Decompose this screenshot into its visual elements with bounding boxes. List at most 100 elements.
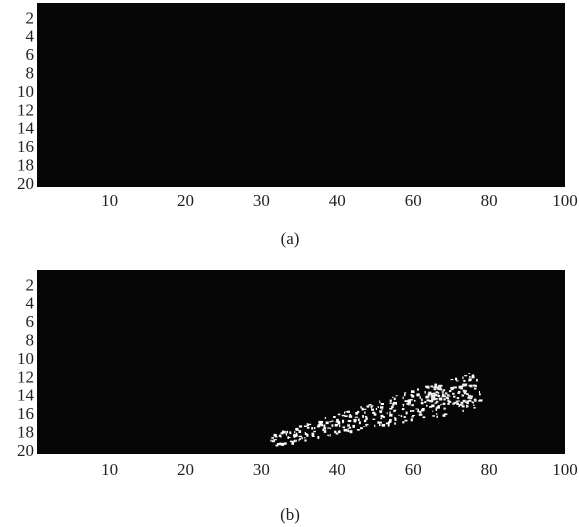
y-tick-label: 2 xyxy=(26,275,35,294)
speckle xyxy=(463,390,466,392)
speckle xyxy=(472,402,474,403)
speckle xyxy=(453,396,456,398)
speckle xyxy=(380,418,382,419)
speckle xyxy=(372,412,375,414)
speckle xyxy=(424,401,426,403)
speckle xyxy=(416,409,419,410)
speckle xyxy=(379,402,380,403)
y-tick-label: 6 xyxy=(26,312,35,331)
speckle xyxy=(452,403,455,405)
speckle xyxy=(404,392,406,393)
speckle xyxy=(296,433,298,435)
speckle xyxy=(466,402,469,404)
speckle xyxy=(329,421,331,422)
speckle xyxy=(436,409,438,411)
speckle xyxy=(304,426,307,427)
speckle xyxy=(312,433,314,436)
speckle xyxy=(389,414,392,417)
y-tick-label: 12 xyxy=(17,100,34,119)
speckle xyxy=(404,393,406,396)
speckle xyxy=(273,437,274,439)
speckle xyxy=(394,422,396,424)
speckle xyxy=(454,386,457,388)
x-tick-label: 100 xyxy=(552,460,578,479)
speckle xyxy=(466,400,469,402)
y-tick-label: 18 xyxy=(17,156,34,175)
speckle xyxy=(412,410,414,412)
speckle xyxy=(349,427,351,429)
speckle xyxy=(457,397,460,399)
speckle xyxy=(451,388,454,390)
y-tick-label: 18 xyxy=(17,423,34,442)
speckle xyxy=(274,434,277,436)
speckle xyxy=(436,391,439,393)
speckle xyxy=(404,416,406,418)
speckle xyxy=(317,426,320,428)
speckle xyxy=(314,427,316,429)
speckle xyxy=(299,430,302,433)
speckle xyxy=(419,414,423,416)
speckle xyxy=(365,424,368,426)
speckle xyxy=(381,409,382,410)
speckle xyxy=(364,412,365,414)
speckle xyxy=(391,406,393,408)
speckle xyxy=(469,373,471,374)
speckle xyxy=(363,426,364,427)
speckle xyxy=(474,407,476,409)
speckle xyxy=(373,419,376,420)
speckle xyxy=(438,385,441,387)
speckle xyxy=(324,430,326,433)
speckle xyxy=(426,405,428,407)
speckle xyxy=(421,399,423,401)
speckle xyxy=(403,405,404,406)
speckle xyxy=(294,431,295,433)
speckle xyxy=(322,429,324,432)
speckle xyxy=(276,445,279,447)
speckle xyxy=(462,385,465,387)
speckle xyxy=(289,431,291,434)
speckle xyxy=(292,442,295,445)
speckle xyxy=(468,395,471,397)
speckle xyxy=(436,413,438,414)
y-tick-label: 14 xyxy=(17,386,35,405)
speckle xyxy=(376,408,377,410)
speckle xyxy=(312,436,315,438)
speckle xyxy=(299,436,302,438)
speckle xyxy=(479,399,482,401)
speckle xyxy=(447,394,450,396)
speckle xyxy=(389,408,392,410)
speckle xyxy=(339,425,340,427)
speckle xyxy=(323,425,325,428)
speckle xyxy=(327,427,329,428)
speckle xyxy=(411,418,413,421)
speckle xyxy=(462,405,463,407)
speckle xyxy=(472,375,474,377)
speckle xyxy=(432,411,433,412)
speckle xyxy=(280,435,281,437)
speckle xyxy=(469,376,470,378)
y-tick-label: 10 xyxy=(17,349,34,368)
x-tick-label: 60 xyxy=(405,191,422,210)
speckle xyxy=(326,422,329,425)
speckle xyxy=(357,429,360,431)
speckle xyxy=(344,412,345,414)
speckle xyxy=(401,415,403,417)
speckle xyxy=(473,385,476,387)
speckle xyxy=(347,424,350,426)
speckle xyxy=(320,424,323,426)
speckle xyxy=(461,387,464,389)
speckle xyxy=(350,420,352,421)
speckle xyxy=(402,408,405,410)
speckle xyxy=(362,408,364,411)
speckle xyxy=(451,379,454,380)
speckle xyxy=(403,397,404,400)
speckle xyxy=(333,416,336,418)
speckle xyxy=(405,400,408,402)
speckle xyxy=(408,402,411,404)
speckle xyxy=(287,436,289,439)
speckle xyxy=(355,412,358,415)
speckle xyxy=(360,406,361,408)
speckle xyxy=(444,408,446,410)
speckle xyxy=(320,421,323,423)
speckle xyxy=(393,410,396,411)
